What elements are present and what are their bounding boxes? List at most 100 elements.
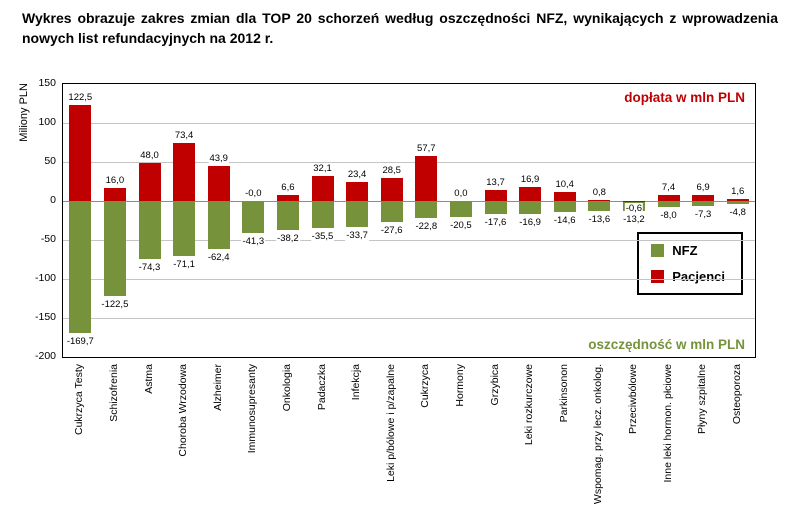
bar-nfz — [138, 200, 161, 259]
value-label-nfz: -7,3 — [693, 209, 713, 221]
value-label-pacjenci: 0,8 — [591, 186, 607, 198]
value-label-pacjenci: -0,0 — [244, 187, 263, 199]
value-label-nfz: -4,8 — [728, 207, 747, 219]
y-axis-tick-label: 0 — [50, 193, 56, 206]
x-axis-category-label: Alzheimer — [211, 363, 224, 411]
y-axis-tick-label: 100 — [38, 115, 56, 128]
value-label-nfz: -71,1 — [172, 259, 196, 271]
bar-nfz — [69, 200, 92, 333]
x-axis-category-label: Cukrzyca — [419, 363, 432, 408]
legend-item-nfz: NFZ — [651, 243, 725, 258]
value-label-nfz: -20,5 — [449, 219, 473, 231]
bar-nfz — [173, 200, 196, 257]
value-label-pacjenci: 10,4 — [554, 179, 575, 191]
chart-title: Wykres obrazuje zakres zmian dla TOP 20 … — [22, 10, 778, 47]
bar-nfz — [276, 200, 299, 231]
bar-pacjenci — [692, 195, 715, 201]
bar-nfz — [242, 200, 265, 233]
value-label-nfz: -13,6 — [587, 214, 612, 226]
x-axis-category-label: Padaczka — [315, 363, 328, 410]
y-axis-tick-label: -50 — [40, 232, 56, 245]
legend-label-pacjenci: Pacjenci — [672, 268, 725, 284]
x-axis-category-label: Wspomag. przy lecz. onkolog. — [592, 363, 605, 504]
value-label-pacjenci: 6,9 — [695, 182, 711, 194]
value-label-pacjenci: 7,4 — [660, 181, 677, 193]
bar-nfz — [207, 200, 230, 250]
x-axis-category-label: Onkologia — [280, 363, 293, 411]
value-label-pacjenci: 122,5 — [67, 92, 94, 104]
x-axis-category-label: Osteoporoza — [730, 363, 743, 424]
nfz-legend-swatch-icon — [651, 243, 665, 257]
bar-nfz — [657, 200, 680, 207]
bar-pacjenci — [207, 166, 230, 201]
legend: NFZ Pacjenci — [637, 231, 743, 295]
y-axis-title: Miliony PLN — [18, 82, 30, 142]
value-label-pacjenci: 6,6 — [280, 182, 296, 194]
value-label-nfz: -16,9 — [518, 216, 542, 228]
bar-nfz — [519, 200, 542, 214]
value-label-pacjenci: 16,9 — [519, 174, 541, 186]
value-label-pacjenci: 0,0 — [453, 187, 469, 199]
legend-item-pacjenci: Pacjenci — [651, 269, 725, 284]
value-label-nfz: -169,7 — [65, 335, 95, 347]
x-axis-category-label: Leki rozkurczowe — [523, 363, 536, 445]
bar-nfz — [415, 200, 438, 219]
value-label-pacjenci: -0,6 — [624, 202, 644, 214]
bar-pacjenci — [519, 187, 542, 201]
bar-pacjenci — [415, 155, 438, 201]
bar-nfz — [726, 200, 749, 205]
value-label-nfz: -33,7 — [345, 229, 369, 241]
bar-pacjenci — [484, 189, 507, 201]
gridline — [63, 317, 755, 319]
value-label-nfz: -35,5 — [310, 231, 335, 243]
gridline — [63, 239, 755, 241]
y-axis-tick-label: 50 — [44, 154, 56, 167]
value-label-pacjenci: 13,7 — [485, 176, 506, 188]
value-label-nfz: -13,2 — [622, 213, 646, 225]
bar-pacjenci — [553, 192, 576, 201]
value-label-pacjenci: 48,0 — [139, 150, 160, 162]
y-axis-tick-label: 150 — [38, 76, 56, 89]
value-label-nfz: -38,2 — [276, 233, 300, 245]
bar-pacjenci — [588, 199, 611, 201]
x-axis-category-label: Grzybica — [488, 363, 501, 406]
chart-area: Miliony PLN dopłata w mln PLN oszczędnoś… — [0, 53, 800, 523]
x-axis-category-label: Inne leki hormon. płciowe — [661, 363, 674, 483]
gridline — [63, 122, 755, 124]
value-label-pacjenci: 23,4 — [346, 169, 368, 181]
value-label-nfz: -41,3 — [241, 235, 266, 247]
zero-gridline — [63, 200, 755, 202]
x-axis-category-label: Immunosupresanty — [246, 363, 259, 453]
gridline — [63, 161, 755, 163]
value-label-nfz: -8,0 — [659, 209, 678, 221]
value-label-nfz: -22,8 — [414, 221, 439, 233]
x-axis-category-label: Astma — [142, 363, 155, 394]
bar-nfz — [380, 200, 403, 223]
bar-nfz — [311, 200, 334, 229]
bar-nfz — [553, 200, 576, 212]
bar-nfz — [346, 200, 369, 227]
value-label-pacjenci: 1,6 — [730, 186, 746, 198]
bar-pacjenci — [138, 163, 161, 201]
y-axis-tick-label: -150 — [34, 310, 56, 323]
bar-pacjenci — [69, 105, 92, 201]
value-label-pacjenci: 57,7 — [416, 142, 437, 154]
bar-nfz — [692, 200, 715, 207]
bar-pacjenci — [311, 175, 334, 201]
bar-pacjenci — [726, 199, 749, 201]
x-axis-category-label: Infekcja — [350, 363, 363, 400]
bar-nfz — [588, 200, 611, 212]
x-axis-category-label: Schizofrenia — [107, 363, 120, 422]
value-label-pacjenci: 28,5 — [381, 165, 402, 177]
y-axis-tick-label: -200 — [34, 349, 56, 362]
value-label-nfz: -17,6 — [483, 217, 508, 229]
value-label-pacjenci: 43,9 — [208, 153, 229, 165]
value-label-nfz: -14,6 — [552, 214, 577, 226]
value-label-nfz: -27,6 — [379, 225, 404, 237]
bar-pacjenci — [346, 182, 369, 201]
x-axis-category-label: Cukrzyca Testy — [73, 363, 86, 435]
x-axis-category-label: Leki p/bólowe i p/zapalne — [384, 363, 397, 482]
value-label-pacjenci: 16,0 — [104, 175, 126, 187]
plot-area: dopłata w mln PLN oszczędność w mln PLN … — [62, 82, 756, 358]
bar-nfz — [103, 200, 126, 297]
